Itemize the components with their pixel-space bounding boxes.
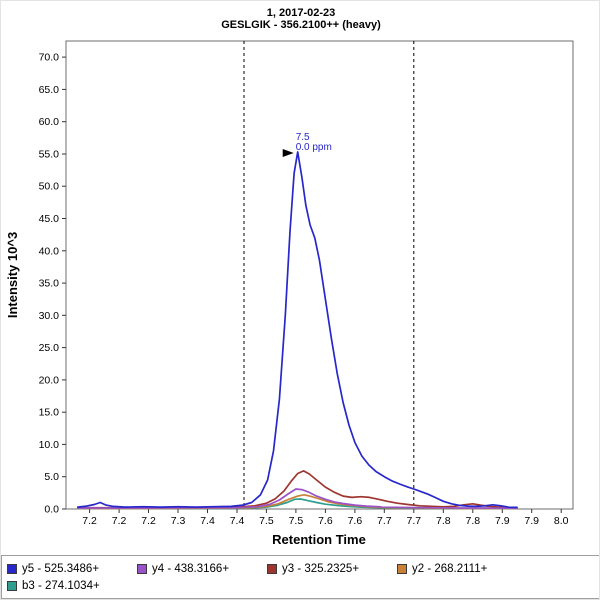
chart-title: 1, 2017-02-23 — [267, 7, 336, 19]
plot-area[interactable] — [65, 40, 574, 510]
legend-item-y4: y4 - 438.3166+ — [137, 560, 267, 577]
chart-subtitle: GESLGIK - 356.2100++ (heavy) — [221, 19, 381, 31]
peak-rt-label: 7.5 — [296, 132, 310, 143]
y-tick-label: 0.0 — [44, 504, 59, 516]
y-tick-label: 15.0 — [39, 407, 60, 419]
y-tick-label: 30.0 — [39, 310, 60, 322]
legend-swatch-icon — [397, 563, 407, 574]
x-tick-label: 7.4 — [230, 515, 245, 527]
x-tick-label: 7.5 — [289, 515, 304, 527]
x-tick-label: 7.8 — [465, 515, 480, 527]
y-tick-label: 65.0 — [39, 84, 60, 96]
legend-item-y2: y2 - 268.2111+ — [397, 560, 527, 577]
x-tick-label: 7.3 — [171, 515, 186, 527]
x-tick-label: 8.0 — [554, 515, 569, 527]
y-tick-label: 45.0 — [39, 213, 60, 225]
x-tick-label: 7.5 — [259, 515, 274, 527]
legend-swatch-icon — [7, 563, 17, 574]
x-tick-label: 7.2 — [82, 515, 97, 527]
x-tick-label: 7.6 — [318, 515, 333, 527]
legend-swatch-icon — [7, 580, 17, 591]
series-y4 — [76, 488, 518, 510]
legend: y5 - 525.3486+ y4 - 438.3166+ y3 - 325.232… — [1, 555, 599, 599]
peak-ppm-label: 0.0 ppm — [296, 142, 332, 153]
series-y5 — [76, 151, 518, 509]
y-tick-label: 5.0 — [44, 471, 59, 483]
y-axis-label: Intensity 10^3 — [5, 232, 20, 318]
x-tick-label: 7.2 — [112, 515, 127, 527]
legend-label: y4 - 438.3166+ — [152, 562, 230, 575]
legend-item-y3: y3 - 325.2325+ — [267, 560, 397, 577]
y-tick-label: 40.0 — [39, 245, 60, 257]
legend-item-y5: y5 - 525.3486+ — [7, 560, 137, 577]
y-tick-label: 55.0 — [39, 149, 60, 161]
legend-swatch-icon — [137, 563, 147, 574]
x-tick-label: 7.2 — [141, 515, 156, 527]
y-tick-label: 25.0 — [39, 342, 60, 354]
legend-label: y2 - 268.2111+ — [412, 562, 488, 575]
x-tick-label: 7.7 — [377, 515, 392, 527]
x-tick-label: 7.9 — [524, 515, 539, 527]
series-y3 — [76, 470, 518, 509]
x-tick-label: 7.4 — [200, 515, 215, 527]
peak-arrow-icon — [282, 149, 294, 157]
legend-swatch-icon — [267, 563, 277, 574]
legend-label: y3 - 325.2325+ — [282, 562, 360, 575]
x-axis-label: Retention Time — [272, 532, 366, 547]
y-tick-label: 50.0 — [39, 181, 60, 193]
x-tick-label: 7.9 — [495, 515, 510, 527]
x-tick-label: 7.8 — [436, 515, 451, 527]
y-tick-label: 70.0 — [39, 52, 60, 64]
y-tick-label: 60.0 — [39, 116, 60, 128]
x-tick-label: 7.6 — [348, 515, 363, 527]
plot-dynamic-layer: 0.0 5.0 10.0 15.0 20.0 25.0 30.0 35.0 40.0 45.0 50… — [39, 40, 574, 527]
legend-label: y5 - 525.3486+ — [22, 562, 100, 575]
y-tick-label: 20.0 — [39, 374, 60, 386]
legend-label: b3 - 274.1034+ — [22, 579, 100, 592]
legend-item-b3: b3 - 274.1034+ — [7, 577, 137, 594]
y-tick-label: 35.0 — [39, 278, 60, 290]
x-tick-label: 7.7 — [406, 515, 421, 527]
y-tick-label: 10.0 — [39, 439, 60, 451]
chromatogram-plot[interactable]: 1, 2017-02-23 GESLGIK - 356.2100++ (heav… — [1, 1, 600, 557]
